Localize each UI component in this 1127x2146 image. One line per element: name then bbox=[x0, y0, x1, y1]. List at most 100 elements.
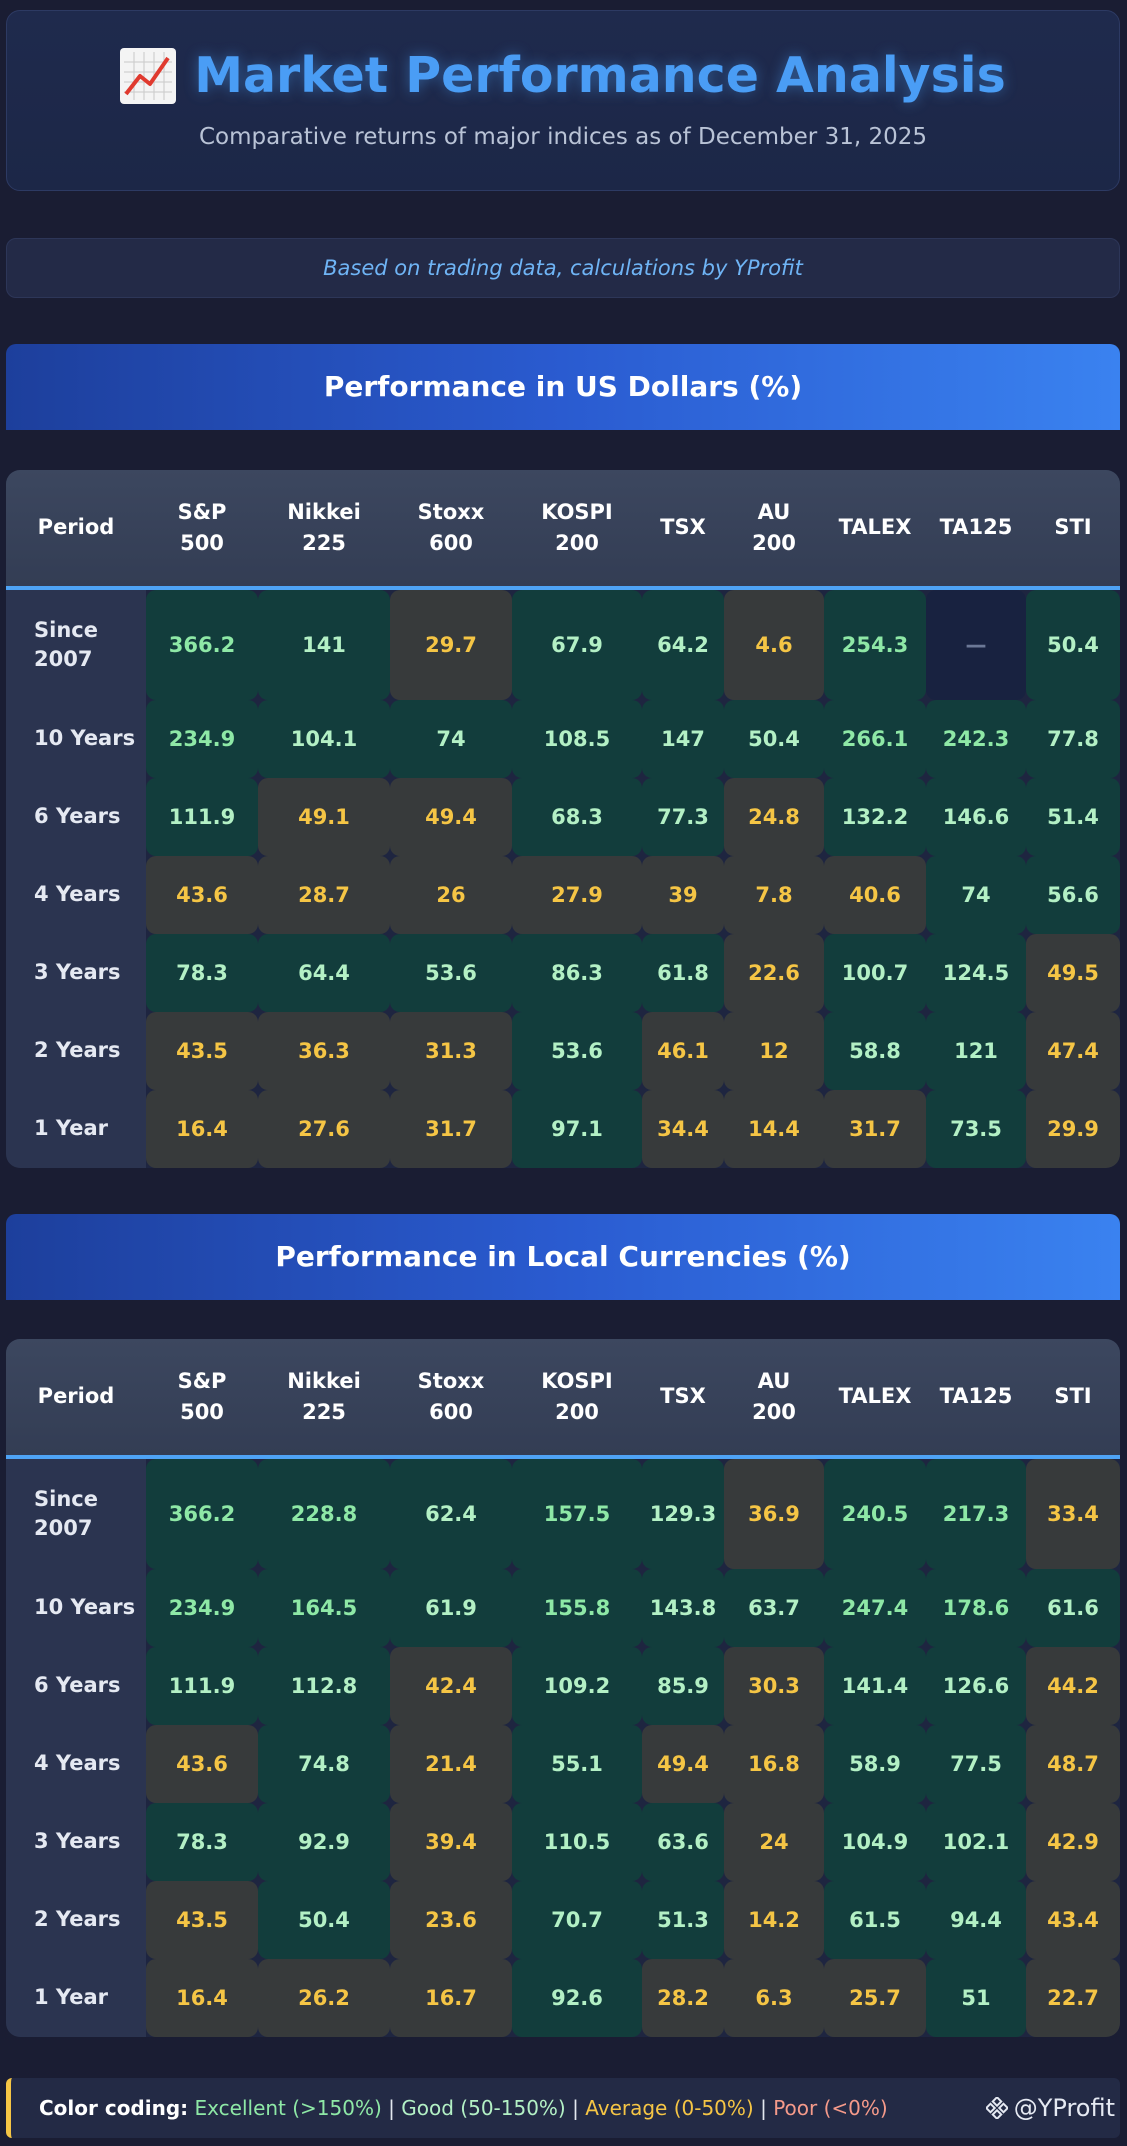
table-row: 3 Years 78.3 92.9 39.4 110.5 63.6 24 104.9 102.1… bbox=[6, 1803, 1120, 1881]
local-performance-table: Period S&P 500 Nikkei 225 Stoxx 600 KOSPI 200 TSX… bbox=[6, 1339, 1120, 2037]
value-cell: 22.7 bbox=[1026, 1959, 1120, 2037]
value-cell: 55.1 bbox=[512, 1725, 642, 1803]
value-cell: 43.4 bbox=[1026, 1881, 1120, 1959]
value-cell: 28.2 bbox=[642, 1959, 724, 2037]
value-cell: 42.4 bbox=[390, 1647, 512, 1725]
value-cell: 63.6 bbox=[642, 1803, 724, 1881]
value-cell: 74 bbox=[926, 856, 1026, 934]
value-cell: 23.6 bbox=[390, 1881, 512, 1959]
value-cell: 51.4 bbox=[1026, 778, 1120, 856]
value-cell: 24.8 bbox=[724, 778, 824, 856]
value-cell: 143.8 bbox=[642, 1569, 724, 1647]
value-cell: 27.9 bbox=[512, 856, 642, 934]
period-label: Since 2007 bbox=[6, 590, 146, 700]
column-header: TA125 bbox=[926, 1339, 1026, 1459]
column-header-period: Period bbox=[6, 470, 146, 590]
period-label: 1 Year bbox=[6, 1090, 146, 1168]
value-cell: 16.8 bbox=[724, 1725, 824, 1803]
value-cell: 22.6 bbox=[724, 934, 824, 1012]
table-row: 1 Year 16.4 26.2 16.7 92.6 28.2 6.3 25.7 51 22.7 bbox=[6, 1959, 1120, 2037]
period-label: 6 Years bbox=[6, 1647, 146, 1725]
value-cell: 39.4 bbox=[390, 1803, 512, 1881]
value-cell: 92.9 bbox=[258, 1803, 390, 1881]
value-cell: 112.8 bbox=[258, 1647, 390, 1725]
legend-poor: Poor (<0%) bbox=[773, 2096, 888, 2120]
period-label: 3 Years bbox=[6, 1803, 146, 1881]
period-label: 2 Years bbox=[6, 1012, 146, 1090]
value-cell: 64.4 bbox=[258, 934, 390, 1012]
column-header-period: Period bbox=[6, 1339, 146, 1459]
value-cell: 63.7 bbox=[724, 1569, 824, 1647]
value-cell: 146.6 bbox=[926, 778, 1026, 856]
value-cell: 47.4 bbox=[1026, 1012, 1120, 1090]
usd-performance-table: Period S&P 500 Nikkei 225 Stoxx 600 KOSPI 200 TSX… bbox=[6, 470, 1120, 1168]
value-cell: 27.6 bbox=[258, 1090, 390, 1168]
page-title: Market Performance Analysis bbox=[194, 47, 1006, 104]
value-cell: 58.8 bbox=[824, 1012, 926, 1090]
value-cell: 48.7 bbox=[1026, 1725, 1120, 1803]
value-cell: 4.6 bbox=[724, 590, 824, 700]
table-row: 2 Years 43.5 36.3 31.3 53.6 46.1 12 58.8 121 47.4 bbox=[6, 1012, 1120, 1090]
value-cell: 21.4 bbox=[390, 1725, 512, 1803]
column-header: TA125 bbox=[926, 470, 1026, 590]
table-row: 3 Years 78.3 64.4 53.6 86.3 61.8 22.6 100.7 124.… bbox=[6, 934, 1120, 1012]
usd-table: Period S&P 500 Nikkei 225 Stoxx 600 KOSPI 200 TSX… bbox=[6, 470, 1120, 1168]
column-header: S&P 500 bbox=[146, 470, 258, 590]
value-cell: 217.3 bbox=[926, 1459, 1026, 1569]
column-header: S&P 500 bbox=[146, 1339, 258, 1459]
value-cell: 12 bbox=[724, 1012, 824, 1090]
value-cell: 121 bbox=[926, 1012, 1026, 1090]
value-cell: 86.3 bbox=[512, 934, 642, 1012]
column-header: STI bbox=[1026, 1339, 1120, 1459]
value-cell: 73.5 bbox=[926, 1090, 1026, 1168]
column-header: Stoxx 600 bbox=[390, 470, 512, 590]
value-cell: 100.7 bbox=[824, 934, 926, 1012]
usd-section-title: Performance in US Dollars (%) bbox=[6, 344, 1120, 430]
column-header: TSX bbox=[642, 470, 724, 590]
value-cell: 147 bbox=[642, 700, 724, 778]
binance-logo-icon bbox=[985, 2097, 1008, 2119]
value-cell: 16.7 bbox=[390, 1959, 512, 2037]
watermark: @YProfit bbox=[985, 2094, 1115, 2122]
value-cell: 58.9 bbox=[824, 1725, 926, 1803]
value-cell: 74.8 bbox=[258, 1725, 390, 1803]
period-label: 3 Years bbox=[6, 934, 146, 1012]
value-cell: 29.7 bbox=[390, 590, 512, 700]
legend-separator: | bbox=[388, 2096, 395, 2120]
value-cell: 33.4 bbox=[1026, 1459, 1120, 1569]
period-label: 10 Years bbox=[6, 1569, 146, 1647]
value-cell: 85.9 bbox=[642, 1647, 724, 1725]
value-cell: 7.8 bbox=[724, 856, 824, 934]
value-cell: 178.6 bbox=[926, 1569, 1026, 1647]
legend-label: Color coding: bbox=[39, 2096, 189, 2120]
watermark-text: @YProfit bbox=[1013, 2094, 1115, 2122]
value-cell: 61.9 bbox=[390, 1569, 512, 1647]
value-cell: 28.7 bbox=[258, 856, 390, 934]
table-row: 2 Years 43.5 50.4 23.6 70.7 51.3 14.2 61.5 94.4 4… bbox=[6, 1881, 1120, 1959]
value-cell: 51 bbox=[926, 1959, 1026, 2037]
value-cell: 111.9 bbox=[146, 1647, 258, 1725]
value-cell: 14.4 bbox=[724, 1090, 824, 1168]
value-cell: 24 bbox=[724, 1803, 824, 1881]
value-cell: 124.5 bbox=[926, 934, 1026, 1012]
value-cell: 16.4 bbox=[146, 1090, 258, 1168]
value-cell: 78.3 bbox=[146, 934, 258, 1012]
value-cell: 50.4 bbox=[1026, 590, 1120, 700]
period-label: 6 Years bbox=[6, 778, 146, 856]
local-section-title: Performance in Local Currencies (%) bbox=[6, 1214, 1120, 1300]
value-cell: 44.2 bbox=[1026, 1647, 1120, 1725]
value-cell: 109.2 bbox=[512, 1647, 642, 1725]
value-cell: 132.2 bbox=[824, 778, 926, 856]
period-label: 4 Years bbox=[6, 856, 146, 934]
value-cell: 61.6 bbox=[1026, 1569, 1120, 1647]
period-label: 2 Years bbox=[6, 1881, 146, 1959]
value-cell: 104.1 bbox=[258, 700, 390, 778]
color-legend: Color coding: Excellent (>150%) | Good (… bbox=[6, 2078, 1120, 2138]
table-row: Since 2007 366.2 228.8 62.4 157.5 129.3 36.9 240… bbox=[6, 1459, 1120, 1569]
table-row: 4 Years 43.6 28.7 26 27.9 39 7.8 40.6 74 56.6 bbox=[6, 856, 1120, 934]
value-cell: 155.8 bbox=[512, 1569, 642, 1647]
value-cell: 29.9 bbox=[1026, 1090, 1120, 1168]
value-cell: 50.4 bbox=[258, 1881, 390, 1959]
table-row: 10 Years 234.9 164.5 61.9 155.8 143.8 63.7 247.… bbox=[6, 1569, 1120, 1647]
source-note: Based on trading data, calculations by Y… bbox=[6, 238, 1120, 298]
